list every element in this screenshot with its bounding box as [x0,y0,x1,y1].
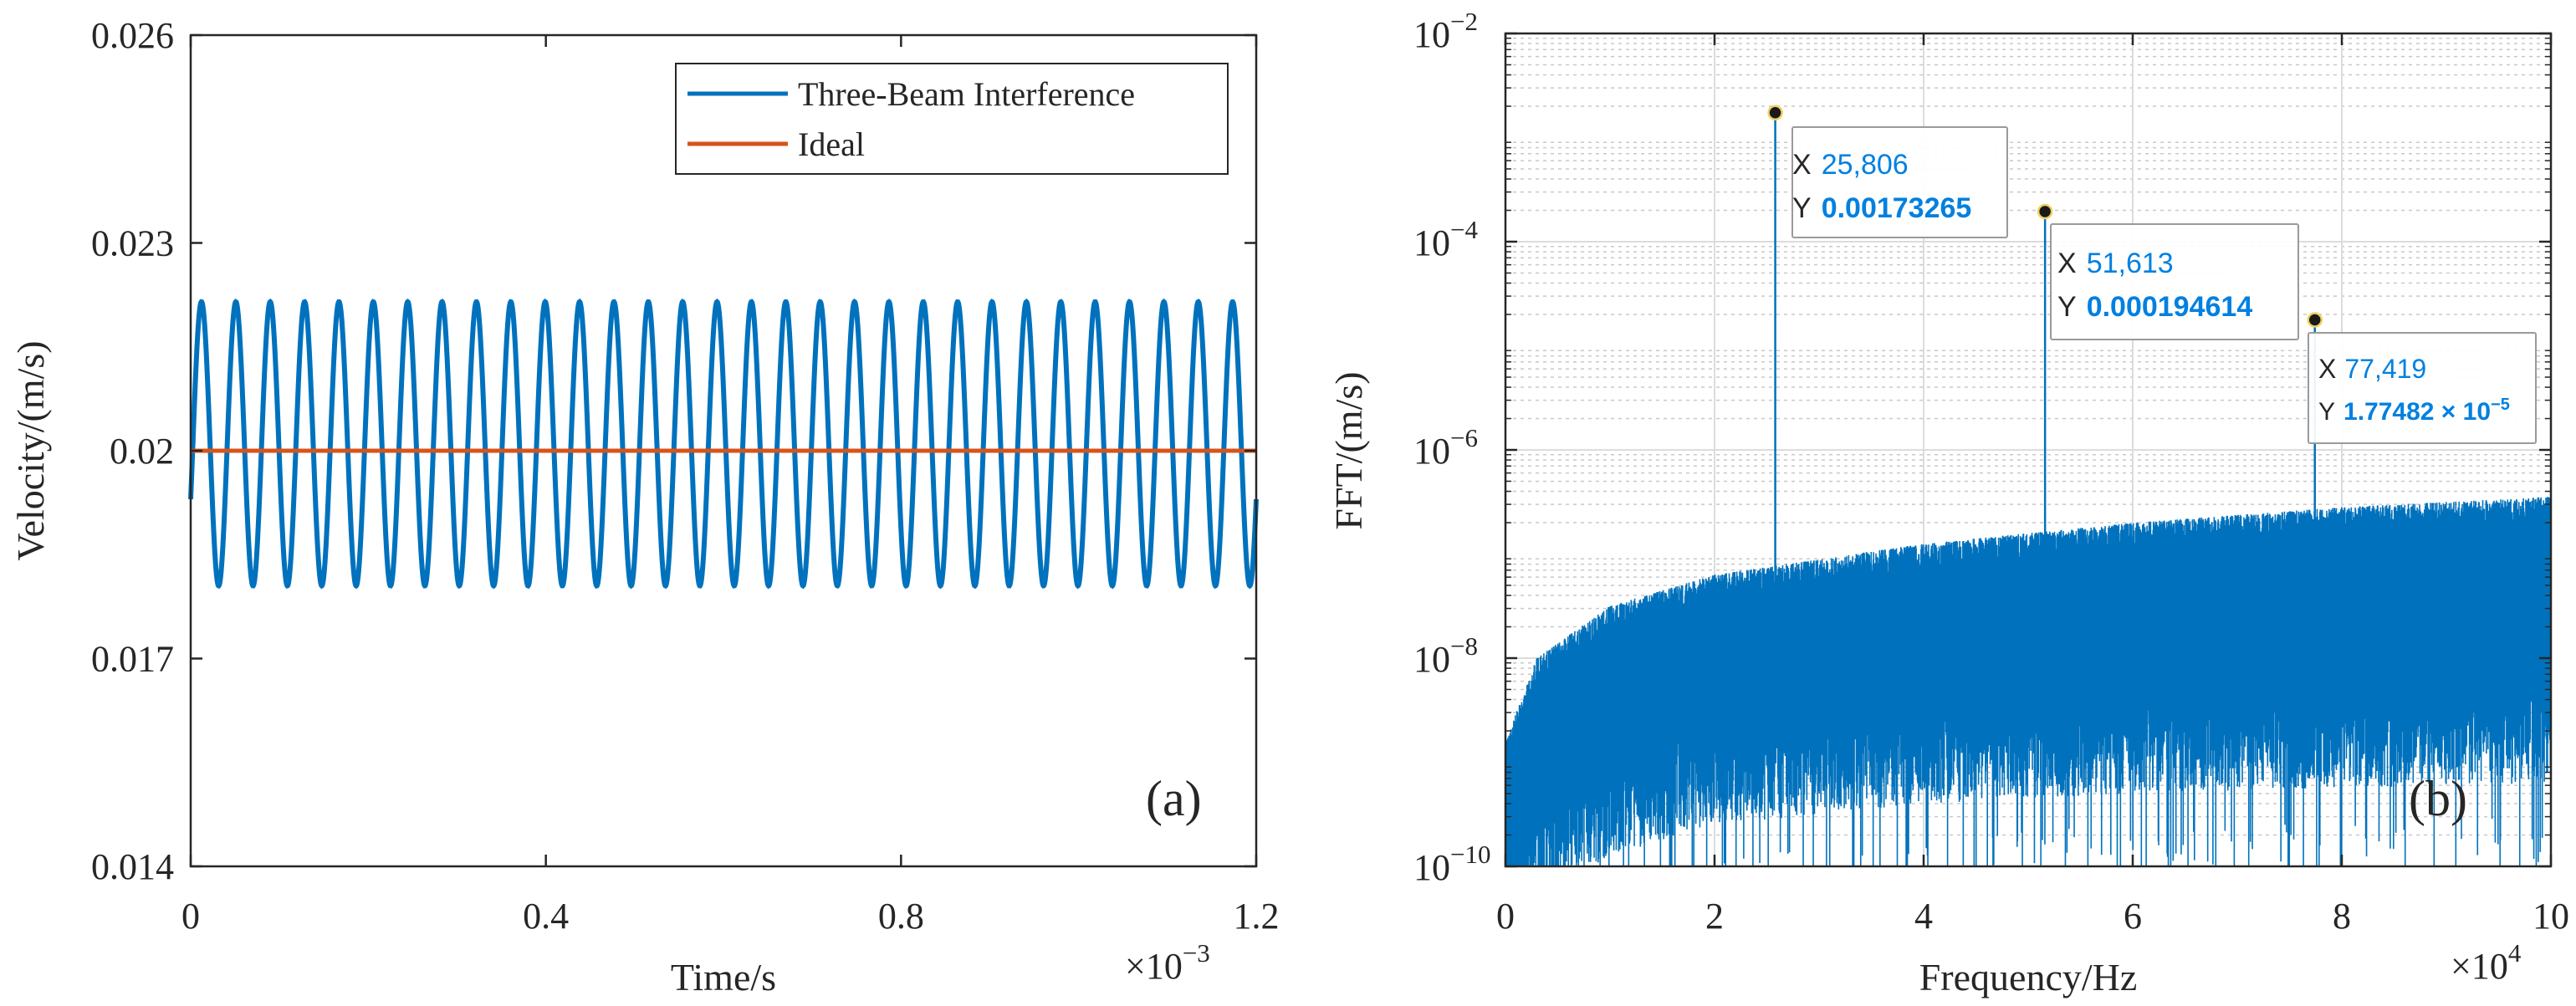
svg-text:X77,419: X 77,419 [2318,354,2426,384]
datatip-3[interactable]: X 77,419 Y 1.77482 × 10−5 [2308,332,2537,444]
y-tick-label: 10−8 [1413,631,1478,680]
panel-a-x-exponent: ×10−3 [1125,938,1210,987]
series-three-beam-line [188,298,1259,590]
datatip-1-y-label: Y [1792,192,1812,224]
datatip-1[interactable]: X 25,806 Y 0.00173265 [1791,126,2008,238]
datatip-3-x-label: X [2318,354,2336,384]
datatip-3-y-value: 1.77482 × 10 [2343,398,2491,426]
legend-label-three-beam: Three-Beam Interference [798,75,1135,113]
datatip-marker-1[interactable] [1767,105,1783,121]
y-tick-label: 0.014 [91,846,174,887]
y-tick-label: 10−4 [1413,215,1478,263]
y-tick-label: 0.026 [91,15,174,56]
x-tick-label: 0 [1496,896,1515,937]
datatip-1-x-value: 25,806 [1822,149,1909,181]
datatip-3-y-label: Y [2318,398,2335,426]
panel-a-velocity-chart: 0 0.4 0.8 1.2 0.014 0.017 0.02 0.023 0.026 Time… [9,15,1280,998]
x-tick-label: 1.2 [1234,896,1280,937]
panel-b-panel-label: (b) [2409,771,2467,826]
x-tick-label: 2 [1705,896,1724,937]
datatip-marker-2[interactable] [2037,203,2053,220]
datatip-2-y-label: Y [2057,291,2077,323]
panel-a-series-layer [188,298,1259,590]
svg-text:Y0.000194614: Y 0.000194614 [2057,291,2252,323]
panel-b-x-axis-label: Frequency/Hz [1919,956,2138,998]
panel-b-peaks [1767,105,2323,587]
panel-a-y-axis-label: Velocity/(m/s) [9,340,52,560]
x-tick-label: 8 [2333,896,2351,937]
datatip-2-x-label: X [2057,248,2077,279]
datatip-1-y-value: 0.00173265 [1822,192,1972,224]
svg-text:Y1.77482 × 10−5: Y 1.77482 × 10−5 [2318,396,2510,426]
datatip-1-x-label: X [1792,149,1812,181]
panel-b-x-ticks: 0 2 4 6 8 10 [1496,33,2569,937]
panel-a-panel-label: (a) [1146,771,1202,826]
panel-b-fft-chart: 0 2 4 6 8 10 10−10 10−8 10−6 10−4 10−2 Frequency/… [1327,7,2569,998]
datatip-3-x-value: 77,419 [2344,354,2426,384]
x-tick-label: 0.8 [878,896,924,937]
datatip-2[interactable]: X 51,613 Y 0.000194614 [2050,223,2299,340]
y-tick-label: 0.023 [91,223,174,264]
datatip-2-box [2050,223,2299,340]
datatip-3-y-exponent: −5 [2491,396,2510,414]
x-tick-label: 4 [1914,896,1933,937]
datatip-3-box [2308,332,2537,444]
datatip-2-y-value: 0.000194614 [2087,291,2253,323]
datatip-1-box [1791,126,2008,238]
legend-box [675,63,1229,175]
panel-b-x-exponent: ×104 [2451,938,2522,987]
svg-text:Y0.00173265: Y 0.00173265 [1792,192,1971,224]
x-tick-label: 0.4 [523,896,569,937]
fft-noise-core [1505,519,2551,851]
panel-a-y-ticks: 0.014 0.017 0.02 0.023 0.026 [91,15,1256,887]
y-tick-label: 0.02 [110,431,174,472]
y-tick-label: 10−10 [1413,840,1490,888]
panel-b-y-ticks: 10−10 10−8 10−6 10−4 10−2 [1413,7,2551,888]
panel-b-y-axis-label: FFT/(m/s) [1327,371,1370,529]
datatip-2-x-value: 51,613 [2087,248,2174,279]
x-tick-label: 6 [2124,896,2142,937]
legend-label-ideal: Ideal [798,125,865,163]
panel-a-legend: Three-Beam Interference Ideal [675,63,1229,175]
datatip-marker-3[interactable] [2307,312,2323,328]
y-tick-label: 0.017 [91,639,174,680]
panel-a-x-axis-label: Time/s [671,956,776,998]
y-tick-label: 10−2 [1413,7,1478,55]
panel-a-x-ticks: 0 0.4 0.8 1.2 [181,35,1280,937]
y-tick-label: 10−6 [1413,423,1478,472]
svg-text:X51,613: X 51,613 [2057,248,2174,279]
x-tick-label: 0 [181,896,200,937]
svg-text:X25,806: X 25,806 [1792,149,1909,181]
x-tick-label: 10 [2533,896,2569,937]
